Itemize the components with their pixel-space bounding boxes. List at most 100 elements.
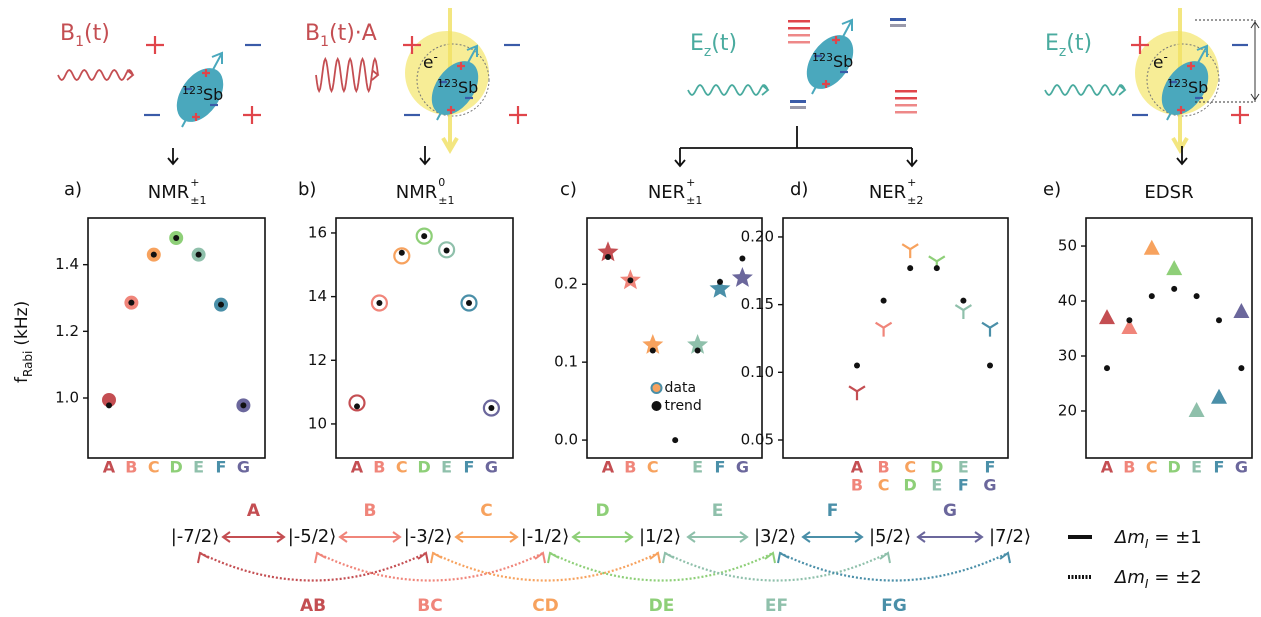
y-tick-label: 20 (1058, 401, 1077, 419)
data-point (955, 305, 971, 319)
drive-wave (316, 59, 378, 91)
energy-level (895, 104, 917, 107)
double-transition-label: EF (765, 596, 788, 616)
x-tick-label: D (904, 476, 917, 495)
drive-symbol: E (690, 31, 704, 56)
transition-arrow (456, 532, 517, 542)
drive-wave (688, 85, 768, 95)
legend-subscript: I (1145, 577, 1149, 591)
double-transition-label: BC (417, 596, 442, 616)
trend-point (354, 403, 360, 409)
chart-title: EDSR (1144, 182, 1193, 203)
data-point (1211, 389, 1227, 404)
branch-line (680, 126, 912, 148)
top-diagrams: B1(t)B1(t)·AEz(t)Ez(t)123Sbe-123Sb123Sbe… (58, 8, 1259, 166)
transition-arrow (573, 532, 632, 542)
panel-letter: d) (790, 179, 808, 200)
double-transition-arc (317, 553, 543, 581)
x-tick-label: A (602, 458, 615, 477)
drive-symbol: B (60, 21, 75, 46)
trend-point (881, 298, 887, 304)
panel-letter: c) (560, 179, 577, 200)
chart-title: NMR (396, 182, 438, 203)
panel-letter: b) (298, 179, 316, 200)
x-tick-label: F (1214, 458, 1225, 477)
trend-point (1104, 365, 1110, 371)
chart-title: NER (648, 182, 685, 203)
x-tick-label: G (237, 458, 250, 477)
element-symbol: Sb (1188, 78, 1208, 97)
trend-point (987, 363, 993, 369)
double-transition-label: DE (649, 596, 675, 616)
trend-point (934, 265, 940, 271)
x-tick-label: C (878, 476, 890, 495)
plus-sign (243, 106, 261, 124)
trend-point (151, 252, 157, 258)
element-symbol: Sb (458, 78, 478, 97)
plot-frame (1086, 218, 1252, 458)
data-point (876, 323, 892, 337)
drive-wave (58, 70, 133, 80)
spin-level: |-5/2⟩ (288, 526, 337, 547)
drive-label: B1(t) (60, 21, 110, 50)
trend-point (1126, 317, 1132, 323)
x-tick-label: G (983, 476, 996, 495)
energy-level (788, 27, 810, 30)
x-tick-label: B (851, 476, 863, 495)
title-subscript: ±1 (190, 194, 206, 207)
arc-head (548, 553, 775, 563)
x-tick-label: F (958, 476, 969, 495)
double-transition-label: AB (300, 596, 326, 616)
x-tick-label: F (464, 458, 475, 477)
title-superscript: 0 (438, 176, 445, 189)
double-transition-arc (433, 553, 658, 581)
transition-arrow (688, 532, 747, 542)
x-tick-label: E (441, 458, 452, 477)
chart-panel: e)EDSR20304050ABCDEFG (1043, 179, 1252, 477)
trend-point (627, 277, 633, 283)
plus-sign (146, 36, 164, 54)
double-transition-arc (550, 553, 773, 581)
x-tick-label: E (193, 458, 204, 477)
trend-point (444, 247, 450, 253)
y-tick-label: 0.10 (741, 363, 774, 381)
drive-subscript: 1 (320, 34, 329, 50)
chart-title: NMR (148, 182, 190, 203)
x-tick-label: B (125, 458, 137, 477)
drive-symbol: E (1045, 31, 1059, 56)
y-tick-label: 16 (308, 223, 327, 241)
x-tick-label: E (1191, 458, 1202, 477)
legend-marker (652, 401, 662, 411)
title-subscript: ±1 (686, 194, 702, 207)
transition-label: G (943, 501, 957, 521)
drive-argument: (t) (1066, 31, 1092, 56)
bracket-arrow (1251, 22, 1259, 100)
trend-point (960, 298, 966, 304)
chart-panel: d)NER+±20.050.100.150.20ABBCCDDEEFFG (741, 176, 1008, 495)
electron-charge: - (433, 50, 437, 64)
y-tick-label: 0.0 (554, 431, 578, 449)
x-tick-label: B (1123, 458, 1135, 477)
x-tick-label: C (647, 458, 659, 477)
title-superscript: + (907, 176, 916, 189)
trend-point (240, 402, 246, 408)
legend-marker (652, 383, 662, 393)
legend-symbol: Δm (1113, 567, 1145, 588)
transition-arrow (340, 532, 400, 542)
down-arrow (420, 146, 430, 164)
title-superscript: + (190, 176, 199, 189)
down-arrow (675, 148, 685, 166)
y-tick-label: 0.1 (554, 353, 578, 371)
x-tick-label: F (715, 458, 726, 477)
drive-argument: (t)·A (329, 21, 377, 46)
title-subscript: ±1 (438, 194, 454, 207)
y-label-subscript: Rabi (21, 351, 35, 377)
x-tick-label: F (985, 458, 996, 477)
y-tick-label: 1.0 (55, 389, 79, 407)
drive-argument: (t) (84, 21, 110, 46)
y-tick-label: 0.2 (554, 275, 578, 293)
spin-level: |-1/2⟩ (521, 526, 570, 547)
data-point (1166, 260, 1182, 275)
double-transition-label: FG (881, 596, 907, 616)
